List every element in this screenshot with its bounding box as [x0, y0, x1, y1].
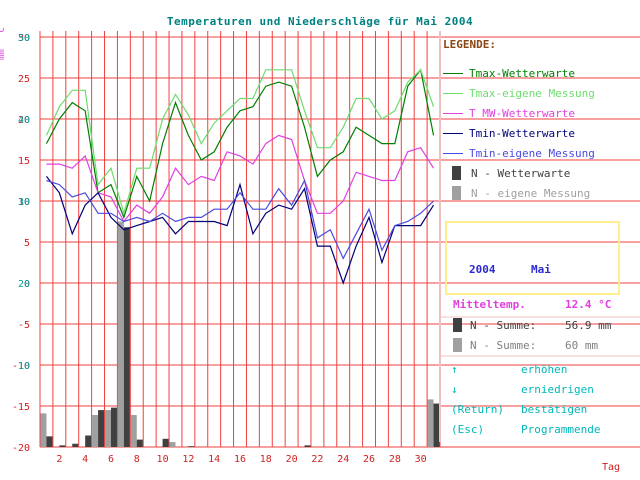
n-eigen-sum-label: N - Summe: — [470, 339, 537, 352]
tick-label-day: 12 — [182, 454, 194, 465]
legend-label: N - eigene Messung — [471, 187, 591, 200]
bar-n-wetterwarte — [46, 436, 53, 447]
legend-label: T MW-Wetterwarte — [469, 107, 575, 120]
n-wetterwarte-sum-label: N - Summe: — [470, 319, 537, 332]
tick-label-temperature: -10 — [12, 361, 30, 372]
bar-n-eigene-messung — [104, 410, 111, 447]
x-axis-label: Tag — [602, 462, 620, 473]
tick-label-temperature: 10 — [18, 197, 30, 208]
legend-swatch-line — [443, 153, 463, 154]
legend-label: Tmax-eigene Messung — [469, 87, 595, 100]
bar-n-wetterwarte — [433, 403, 440, 447]
legend-label: Tmin-eigene Messung — [469, 147, 595, 160]
temperature-grid — [40, 36, 640, 448]
chart-title: Temperaturen und Niederschläge für Mai 2… — [166, 15, 474, 28]
menu-exit[interactable]: Programmende — [521, 423, 601, 436]
n-eigen-swatch — [453, 338, 462, 352]
legend-swatch-box — [452, 186, 461, 200]
tick-label-temperature: 5 — [24, 238, 30, 249]
tick-label-temperature: 0 — [24, 279, 30, 290]
bar-n-wetterwarte — [123, 227, 130, 447]
tick-label-day: 22 — [311, 454, 323, 465]
tick-label-day: 14 — [208, 454, 220, 465]
tick-label-day: 10 — [157, 454, 169, 465]
bar-n-wetterwarte — [110, 407, 117, 447]
tick-label-temperature: 25 — [18, 74, 30, 85]
down-arrow-icon[interactable]: ↓ — [451, 383, 458, 396]
bar-n-wetterwarte — [162, 438, 169, 447]
legend-label: N - Wetterwarte — [471, 167, 571, 180]
tick-label-day: 8 — [134, 454, 140, 465]
legend-label: Tmin-Wetterwarte — [469, 127, 575, 140]
tick-label-temperature: 30 — [18, 33, 30, 44]
n-wetterwarte-sum-value: 56.9 mm — [565, 319, 612, 332]
bar-n-eigene-messung — [130, 415, 137, 447]
bar-n-eigene-messung — [117, 221, 124, 447]
bar-n-eigene-messung — [92, 415, 99, 447]
series-line-tmax-eigene-messung — [45, 68, 435, 216]
series-line-tmin-eigene-messung — [46, 178, 434, 260]
month-value: Mai — [531, 263, 551, 276]
tick-label-precip: 10 — [18, 361, 30, 372]
legend-swatch-line — [443, 73, 463, 74]
tick-label-day: 6 — [108, 454, 114, 465]
bar-n-wetterwarte — [188, 446, 195, 447]
tick-label-temperature: 15 — [18, 156, 30, 167]
bar-n-wetterwarte — [98, 410, 105, 447]
bar-n-wetterwarte — [59, 445, 66, 447]
year-value: 2004 — [469, 263, 496, 276]
bar-n-wetterwarte — [85, 435, 92, 447]
date-display[interactable]: 2004 Mai — [445, 221, 620, 295]
bar-n-eigene-messung — [427, 399, 434, 447]
menu-decrease[interactable]: erniedrigen — [521, 383, 594, 396]
vertical-grid — [39, 31, 441, 447]
legend-swatch-line — [443, 113, 463, 114]
bar-n-wetterwarte — [304, 445, 311, 447]
tick-label-temperature: -15 — [12, 402, 30, 413]
legend-label: Tmax-Wetterwarte — [469, 67, 575, 80]
bar-n-wetterwarte — [136, 439, 143, 447]
unit-celsius: °C — [0, 27, 7, 38]
tick-label-day: 26 — [363, 454, 375, 465]
esc-key[interactable]: (Esc) — [451, 423, 485, 436]
tick-label-day: 2 — [56, 454, 62, 465]
tick-label-day: 28 — [389, 454, 401, 465]
series-line-tmin-wetterwarte — [45, 176, 435, 285]
tick-label-day: 4 — [82, 454, 88, 465]
temperature-lines — [45, 68, 435, 285]
menu-increase[interactable]: erhöhen — [521, 363, 568, 376]
tick-label-precip: 30 — [18, 197, 30, 208]
n-eigen-sum-value: 60 mm — [565, 339, 599, 352]
legend-swatch-box — [452, 166, 461, 180]
tick-label-temperature: -20 — [12, 443, 30, 454]
legend-swatch-line — [443, 133, 463, 134]
bar-n-eigene-messung — [40, 413, 47, 447]
tick-label-day: 30 — [415, 454, 427, 465]
legend-header: LEGENDE: — [443, 38, 496, 51]
bar-n-eigene-messung — [169, 442, 176, 447]
tick-label-precip: 50 — [18, 33, 30, 44]
bar-n-wetterwarte — [72, 443, 79, 447]
tick-label-precip: 20 — [18, 279, 30, 290]
series-line-tmax-wetterwarte — [45, 68, 435, 220]
tick-label-precip: 40 — [18, 115, 30, 126]
tick-label-temperature: -5 — [18, 320, 30, 331]
menu-confirm[interactable]: bestätigen — [521, 403, 588, 416]
unit-mm: mm — [0, 49, 7, 60]
tick-label-day: 16 — [234, 454, 246, 465]
mittel-value: 12.4 °C — [565, 298, 612, 311]
tick-label-day: 24 — [337, 454, 349, 465]
tick-label-temperature: 20 — [18, 115, 30, 126]
return-key[interactable]: (Return) — [451, 403, 504, 416]
up-arrow-icon[interactable]: ↑ — [451, 363, 458, 376]
series-line-t-mw-wetterwarte — [46, 134, 435, 223]
tick-label-day: 18 — [260, 454, 272, 465]
n-wetterwarte-swatch — [453, 318, 462, 332]
tick-label-day: 20 — [286, 454, 298, 465]
precip-bars — [40, 221, 440, 447]
mittel-label: Mitteltemp. — [453, 298, 526, 311]
legend-swatch-line — [443, 93, 463, 94]
